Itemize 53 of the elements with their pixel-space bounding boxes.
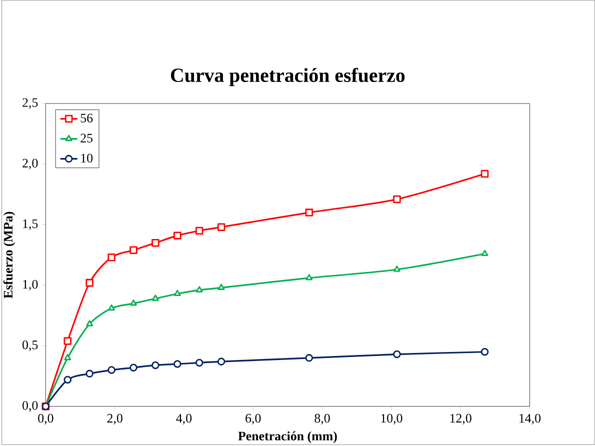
point: [152, 238, 160, 247]
y-tick-label: 0,0: [22, 400, 38, 412]
point: [64, 336, 72, 345]
point: [130, 299, 137, 306]
point: [195, 226, 204, 234]
point: [108, 366, 116, 374]
point: [152, 361, 160, 369]
point: [130, 246, 138, 254]
x-tick-label: 2,0: [107, 414, 122, 424]
x-tick-label: 14,0: [520, 414, 541, 424]
point: [480, 170, 489, 178]
point: [174, 360, 182, 368]
point: [86, 370, 94, 378]
point: [393, 350, 401, 358]
point: [218, 284, 225, 290]
y-tick-label: 2,0: [22, 158, 38, 170]
point: [217, 223, 226, 231]
point: [306, 274, 313, 280]
y-axis-title: Esfuerzo (MPa): [3, 212, 16, 298]
chart-title: Curva penetración esfuerzo: [170, 68, 405, 86]
point: [130, 364, 138, 372]
point: [86, 278, 94, 287]
y-tick-label: 1,5: [23, 219, 38, 230]
point: [174, 232, 182, 240]
point: [217, 358, 226, 366]
x-tick-label: 8,0: [314, 414, 330, 424]
point: [481, 250, 488, 256]
point: [196, 286, 203, 292]
point: [64, 376, 72, 384]
legend-label: 56: [80, 114, 93, 122]
legend-label: 25: [80, 134, 93, 142]
point: [195, 358, 204, 366]
point: [480, 348, 489, 356]
point: [108, 304, 115, 310]
x-tick-label: 4,0: [176, 414, 192, 424]
point: [174, 290, 181, 296]
point: [152, 294, 159, 301]
y-tick-label: 1,0: [23, 280, 38, 290]
point: [393, 265, 400, 272]
x-tick-label: 10,0: [381, 414, 402, 424]
point: [86, 320, 94, 326]
x-tick-label: 6,0: [246, 414, 261, 424]
x-tick-label: 12,0: [450, 414, 472, 424]
point: [305, 208, 314, 216]
y-tick-label: 2,5: [22, 98, 38, 109]
legend-label: 10: [81, 154, 93, 162]
point: [305, 354, 314, 362]
x-axis-title: Penetración (mm): [238, 431, 337, 443]
y-tick-label: 0,5: [22, 340, 38, 351]
point: [108, 253, 116, 262]
point: [393, 195, 401, 203]
point: [64, 354, 72, 360]
x-tick-label: 0,0: [38, 414, 54, 424]
